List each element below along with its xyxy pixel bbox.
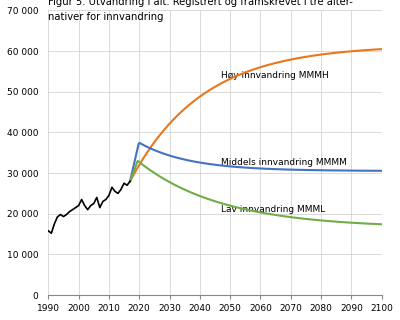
Text: Høy innvandring MMMH: Høy innvandring MMMH <box>221 71 329 80</box>
Text: Lav innvandring MMML: Lav innvandring MMML <box>221 205 325 214</box>
Text: nativer for innvandring: nativer for innvandring <box>48 12 164 22</box>
Text: Figur 5. Utvandring i alt. Registrert og framskrevet i tre alter-: Figur 5. Utvandring i alt. Registrert og… <box>48 0 353 7</box>
Text: Middels innvandring MMMM: Middels innvandring MMMM <box>221 158 347 167</box>
